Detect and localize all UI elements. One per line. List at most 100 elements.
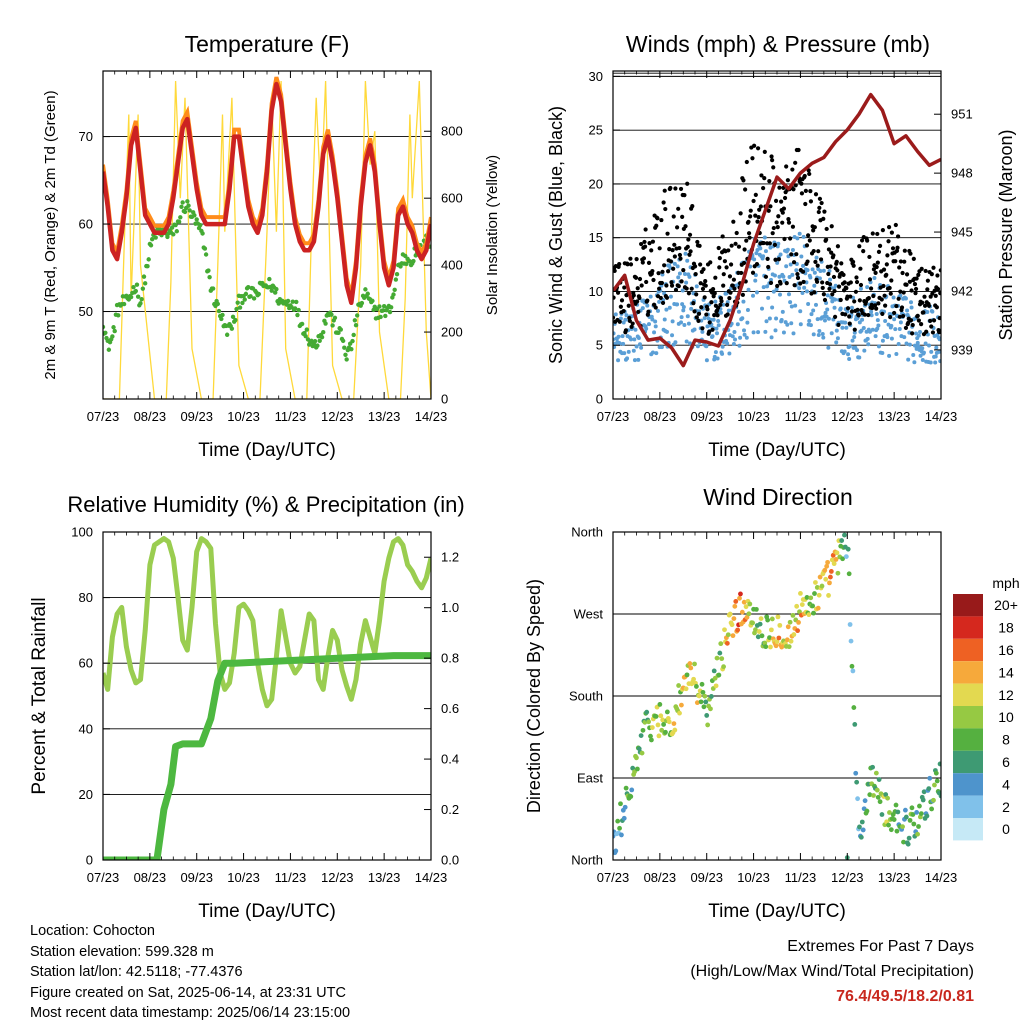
colorbar-label: 16 bbox=[998, 642, 1014, 658]
x-tick-label: 12/23 bbox=[831, 870, 864, 885]
gust-point bbox=[673, 186, 678, 191]
gust-point bbox=[681, 268, 686, 273]
gust-point bbox=[762, 176, 767, 181]
wind-point bbox=[883, 319, 888, 324]
wind-point bbox=[715, 331, 720, 336]
dewpoint-point bbox=[404, 261, 409, 267]
wind-point bbox=[735, 322, 740, 327]
direction-point bbox=[617, 825, 622, 831]
direction-point bbox=[666, 719, 672, 725]
gust-point bbox=[746, 231, 752, 236]
direction-point bbox=[638, 733, 644, 739]
direction-point bbox=[791, 632, 797, 637]
gust-point bbox=[755, 146, 761, 151]
gust-point bbox=[756, 214, 761, 220]
gust-point bbox=[865, 238, 870, 243]
wind-point bbox=[866, 342, 871, 347]
gust-point bbox=[876, 301, 881, 306]
gust-point bbox=[613, 268, 617, 273]
wind-point bbox=[774, 287, 779, 292]
dewpoint-point bbox=[336, 330, 341, 336]
wind-point bbox=[893, 327, 898, 332]
dewpoint-point bbox=[233, 317, 238, 323]
wind-point bbox=[875, 318, 880, 323]
wind-point bbox=[710, 334, 715, 339]
gust-point bbox=[803, 188, 808, 193]
direction-panel: 07/23 08/23 09/23 10/23 11/23 12/23 13/23 14/23… bbox=[524, 484, 957, 922]
gust-point bbox=[621, 308, 626, 314]
gust-point bbox=[712, 313, 717, 318]
direction-point bbox=[891, 817, 897, 822]
x-tick-label: 07/23 bbox=[87, 409, 120, 424]
direction-point bbox=[846, 571, 852, 577]
wind-point bbox=[762, 235, 767, 240]
wind-point bbox=[821, 335, 826, 340]
colorbar-label: 4 bbox=[1002, 776, 1010, 792]
wind-point bbox=[631, 348, 636, 353]
dewpoint-point bbox=[131, 285, 136, 290]
gust-point bbox=[908, 318, 914, 323]
wind-point bbox=[777, 274, 782, 279]
gust-point bbox=[813, 259, 818, 264]
gust-point bbox=[817, 196, 823, 201]
gust-point bbox=[925, 278, 930, 283]
wind-point bbox=[852, 330, 857, 335]
gust-point bbox=[848, 280, 853, 285]
gust-point bbox=[741, 260, 747, 266]
wind-point bbox=[817, 276, 822, 281]
colorbar-label: 0 bbox=[1002, 821, 1010, 837]
wind-point bbox=[730, 334, 735, 339]
gust-point bbox=[926, 303, 932, 308]
direction-point bbox=[845, 546, 851, 552]
direction-point bbox=[810, 603, 816, 609]
wind-point bbox=[695, 344, 700, 349]
wind-point bbox=[745, 320, 750, 325]
gust-point bbox=[862, 312, 868, 317]
wind-point bbox=[746, 287, 751, 292]
gust-point bbox=[935, 286, 941, 292]
direction-point bbox=[741, 599, 747, 605]
gust-point bbox=[808, 199, 814, 204]
direction-point bbox=[672, 727, 678, 733]
wind-point bbox=[756, 330, 761, 335]
gust-point bbox=[843, 312, 848, 317]
dewpoint-point bbox=[267, 276, 272, 282]
gust-point bbox=[828, 264, 833, 269]
gust-point bbox=[619, 298, 625, 303]
direction-point bbox=[718, 641, 724, 647]
gust-point bbox=[644, 279, 649, 285]
gust-point bbox=[686, 291, 692, 296]
wind-point bbox=[751, 330, 756, 335]
gust-point bbox=[790, 167, 795, 172]
wind-point bbox=[802, 285, 807, 290]
x-tick-label: 10/23 bbox=[227, 409, 260, 424]
gust-point bbox=[646, 309, 651, 314]
gust-point bbox=[740, 292, 745, 297]
wind-point bbox=[876, 323, 881, 328]
wind-point bbox=[684, 339, 689, 344]
dewpoint-point bbox=[381, 304, 387, 309]
wind-point bbox=[670, 319, 675, 324]
dewpoint-point bbox=[411, 258, 416, 264]
gust-point bbox=[696, 318, 701, 323]
gust-point bbox=[812, 290, 817, 295]
wind-point bbox=[818, 268, 823, 273]
direction-point bbox=[842, 532, 847, 538]
gust-point bbox=[693, 271, 698, 277]
direction-point bbox=[619, 832, 624, 838]
gust-point bbox=[802, 173, 807, 179]
direction-point bbox=[806, 612, 812, 618]
wind-point bbox=[771, 289, 776, 294]
wind-point bbox=[847, 357, 852, 362]
gust-point bbox=[672, 254, 677, 259]
wind-point bbox=[664, 307, 669, 312]
gust-point bbox=[807, 238, 812, 243]
wind-point bbox=[855, 348, 860, 353]
direction-point bbox=[628, 794, 634, 799]
wind-point bbox=[622, 351, 627, 356]
wind-point bbox=[715, 356, 720, 361]
y-tick-label-left: 0 bbox=[86, 853, 93, 868]
gust-point bbox=[922, 303, 928, 308]
gust-point bbox=[789, 252, 794, 257]
wind-point bbox=[668, 294, 673, 299]
